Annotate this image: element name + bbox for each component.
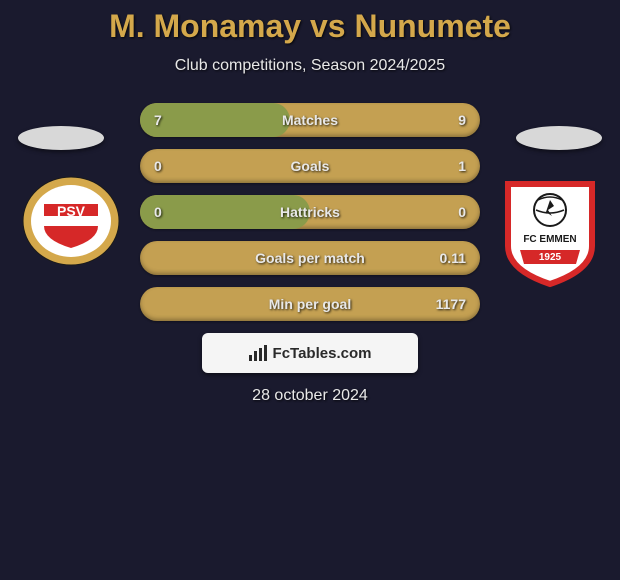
stat-pill: 7 Matches 9 bbox=[140, 103, 480, 137]
svg-text:FC EMMEN: FC EMMEN bbox=[523, 234, 576, 245]
right-team-marker bbox=[516, 126, 602, 150]
stat-label: Min per goal bbox=[269, 296, 351, 312]
left-team-marker bbox=[18, 126, 104, 150]
fctables-label: FcTables.com bbox=[273, 345, 372, 362]
stat-value-right: 1177 bbox=[436, 296, 466, 312]
comparison-title: M. Monamay vs Nunumete bbox=[0, 8, 620, 45]
stat-pill: 0 Goals 1 bbox=[140, 149, 480, 183]
right-team-badge: FC EMMEN 1925 bbox=[498, 176, 602, 288]
comparison-date: 28 october 2024 bbox=[0, 387, 620, 405]
stat-row: Min per goal 1177 bbox=[0, 287, 620, 321]
stat-pill-fill bbox=[140, 103, 290, 137]
stat-label: Hattricks bbox=[280, 204, 340, 220]
fctables-attribution: FcTables.com bbox=[202, 333, 418, 373]
svg-text:PSV: PSV bbox=[57, 203, 86, 219]
stat-label: Matches bbox=[282, 112, 338, 128]
stat-label: Goals per match bbox=[255, 250, 365, 266]
stat-pill: Min per goal 1177 bbox=[140, 287, 480, 321]
stat-label: Goals bbox=[291, 158, 330, 174]
stat-value-right: 0.11 bbox=[440, 250, 466, 266]
stat-value-right: 0 bbox=[458, 204, 466, 220]
stat-pill: Goals per match 0.11 bbox=[140, 241, 480, 275]
stat-value-right: 1 bbox=[458, 158, 466, 174]
stat-value-left: 0 bbox=[154, 204, 162, 220]
comparison-subtitle: Club competitions, Season 2024/2025 bbox=[0, 57, 620, 75]
stat-pill: 0 Hattricks 0 bbox=[140, 195, 480, 229]
stat-value-left: 0 bbox=[154, 158, 162, 174]
stat-value-right: 9 bbox=[458, 112, 466, 128]
stat-value-left: 7 bbox=[154, 112, 162, 128]
left-team-badge: PSV bbox=[22, 176, 120, 266]
svg-text:1925: 1925 bbox=[539, 252, 562, 263]
bar-chart-icon bbox=[249, 345, 269, 361]
